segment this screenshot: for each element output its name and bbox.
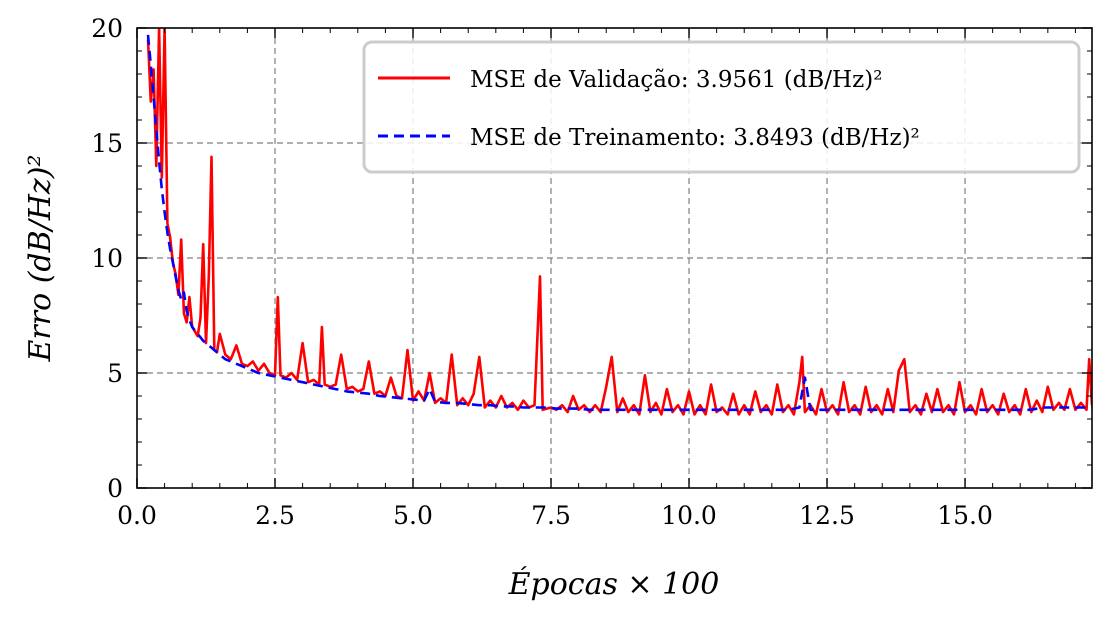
validation-series-line bbox=[146, 28, 1092, 416]
y-tick-label: 10 bbox=[91, 244, 123, 273]
x-axis-label: Épocas × 100 bbox=[508, 566, 720, 602]
legend: MSE de Validação: 3.9561 (dB/Hz)² MSE de… bbox=[362, 40, 1081, 174]
y-tick-label: 5 bbox=[107, 359, 123, 388]
x-tick-label: 7.5 bbox=[531, 501, 571, 530]
x-tick-label: 5.0 bbox=[393, 501, 433, 530]
y-tick-label: 20 bbox=[91, 14, 123, 43]
legend-box bbox=[362, 40, 1081, 174]
x-tick-label: 2.5 bbox=[255, 501, 295, 530]
y-tick-label: 15 bbox=[91, 129, 123, 158]
y-tick-label: 0 bbox=[107, 474, 123, 503]
training-series-line bbox=[146, 34, 1092, 412]
ticks: 0.0 2.5 5.0 7.5 10.0 12.5 15.0 0 5 10 15 20 bbox=[91, 14, 1092, 530]
legend-training-label: MSE de Treinamento: 3.8493 (dB/Hz)² bbox=[470, 125, 920, 151]
x-tick-label: 12.5 bbox=[799, 501, 855, 530]
x-tick-label: 10.0 bbox=[661, 501, 717, 530]
legend-validation-label: MSE de Validação: 3.9561 (dB/Hz)² bbox=[470, 67, 882, 93]
y-axis-label: Erro (dB/Hz)² bbox=[23, 155, 58, 363]
x-tick-label: 0.0 bbox=[117, 501, 157, 530]
x-tick-label: 15.0 bbox=[937, 501, 993, 530]
series-layer bbox=[146, 28, 1092, 416]
